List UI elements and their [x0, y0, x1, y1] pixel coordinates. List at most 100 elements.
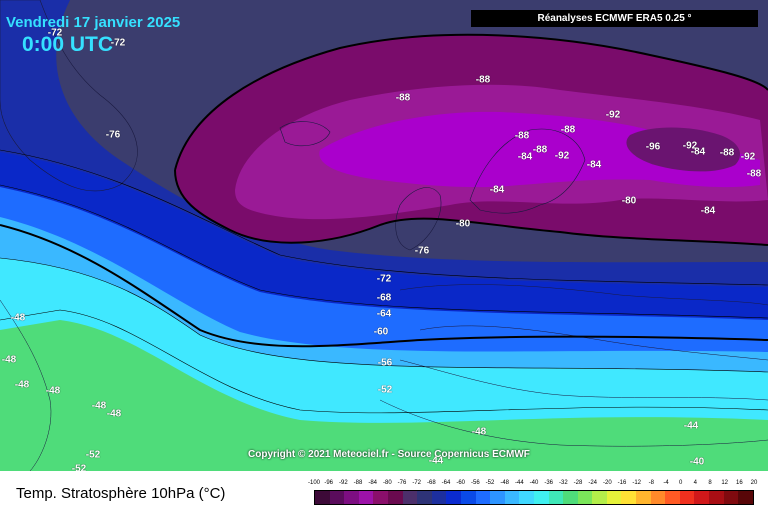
- contour-72: [0, 149, 768, 286]
- scale-tick-label: -52: [485, 480, 495, 486]
- contour-label: -52: [377, 384, 393, 396]
- temperature-map: Vendredi 17 janvier 2025 0:00 UTC Réanal…: [0, 0, 768, 471]
- scale-swatch: [490, 491, 505, 504]
- scale-tick-label: -20: [602, 480, 612, 486]
- scale-tick-label: 12: [721, 480, 728, 486]
- contour-label: -48: [10, 312, 26, 324]
- scale-tick-label: -16: [617, 480, 627, 486]
- contour-label: -72: [376, 273, 392, 285]
- contour-label: -40: [689, 456, 705, 468]
- map-canvas: [0, 0, 768, 471]
- contour-label: -88: [514, 130, 530, 142]
- scale-swatch: [548, 491, 564, 504]
- contour-label: -84: [586, 159, 602, 171]
- contour-label: -88: [532, 144, 548, 156]
- contour-label: -84: [489, 184, 505, 196]
- contour-56: [0, 257, 768, 373]
- contour-label: -92: [605, 109, 621, 121]
- scale-tick-label: -32: [558, 480, 568, 486]
- color-scale-labels: -100 -96 -92 -88 -84 -80 -76 -72 -68 -64 -60 -56 -52…: [308, 480, 757, 488]
- contour-label: -48: [471, 426, 487, 438]
- color-scale-bar: [314, 490, 754, 505]
- band-light-blue: [0, 215, 768, 372]
- contour-label: -76: [105, 129, 121, 141]
- contour-label: -60: [373, 326, 389, 338]
- scale-tick-label: -64: [441, 480, 451, 486]
- contour-label: -48: [45, 385, 61, 397]
- contour-label: -48: [1, 354, 17, 366]
- contour-label: -72: [47, 27, 63, 39]
- scale-swatch: [592, 491, 607, 504]
- contour-label: -88: [395, 92, 411, 104]
- scale-tick-label: -84: [368, 480, 377, 486]
- scale-swatch: [358, 491, 374, 504]
- scale-tick-label: -100: [307, 480, 321, 486]
- contour-label: -92: [682, 140, 698, 152]
- scale-tick-label: -88: [353, 480, 363, 486]
- scale-swatch: [606, 491, 622, 504]
- contour-label: -92: [554, 150, 570, 162]
- contour-label: -52: [85, 449, 101, 461]
- scale-tick-label: -44: [514, 480, 524, 486]
- europe-outlines: [379, 284, 768, 447]
- scale-swatch: [577, 491, 593, 504]
- contour-label: -80: [455, 218, 471, 230]
- scale-swatch: [621, 491, 637, 504]
- contour-label: -44: [683, 420, 699, 432]
- scale-tick-label: -4: [663, 480, 669, 486]
- scale-swatch: [533, 491, 549, 504]
- contour-label: -52: [71, 463, 87, 472]
- scale-tick-label: 0: [678, 480, 683, 486]
- scale-swatch: [373, 491, 388, 504]
- scale-swatch: [679, 491, 695, 504]
- contour-bold-vortex-south: [174, 169, 768, 246]
- scale-swatch: [504, 491, 520, 504]
- scale-swatch: [636, 491, 651, 504]
- scale-swatch: [563, 491, 578, 504]
- scale-tick-label: -92: [338, 480, 348, 486]
- scale-tick-label: 4: [693, 480, 697, 486]
- scale-swatch: [475, 491, 491, 504]
- scale-swatch: [665, 491, 680, 504]
- contour-label: -84: [700, 205, 716, 217]
- valid-time: 0:00 UTC: [22, 33, 114, 56]
- scale-tick-label: -56: [470, 480, 480, 486]
- contour-label: -76: [414, 245, 430, 257]
- scale-swatch: [315, 491, 330, 504]
- scale-swatch: [446, 491, 461, 504]
- scale-tick-label: -28: [573, 480, 583, 486]
- copyright-notice: Copyright © 2021 Meteociel.fr - Source C…: [248, 449, 530, 460]
- legend-footer: Temp. Stratosphère 10hPa (°C) -100 -96 -92…: [0, 471, 768, 512]
- legend-title: Temp. Stratosphère 10hPa (°C): [16, 485, 226, 502]
- scale-swatch: [431, 491, 447, 504]
- britain-outline: [395, 187, 442, 251]
- contour-64: [0, 184, 768, 319]
- contour-bold-60: [0, 224, 768, 348]
- contour-label: -84: [690, 146, 706, 158]
- contour-label: -96: [645, 141, 661, 153]
- band-cyan-2: [0, 260, 768, 413]
- scale-swatch: [738, 491, 753, 504]
- contour-label: -44: [428, 455, 444, 467]
- vortex-minimum: [626, 127, 740, 172]
- scale-swatch: [650, 491, 666, 504]
- scale-tick-label: -68: [426, 480, 436, 486]
- scale-tick-label: -36: [544, 480, 553, 486]
- north-america-outline: [0, 299, 52, 471]
- scale-swatch: [344, 491, 359, 504]
- band-mid-blue: [0, 185, 768, 352]
- scale-tick-label: -72: [412, 480, 421, 486]
- scale-tick-label: -96: [324, 480, 333, 486]
- scale-tick-label: -48: [500, 480, 509, 486]
- contour-label: -84: [517, 151, 533, 163]
- contour-bold-vortex: [174, 33, 768, 171]
- scandinavia-outline: [469, 128, 586, 214]
- contour-label: -72: [110, 37, 126, 49]
- scale-tick-label: -60: [456, 480, 465, 486]
- contour-label: -56: [377, 357, 393, 369]
- contour-label: -48: [14, 379, 30, 391]
- source-banner: Réanalyses ECMWF ERA5 0.25 °: [471, 10, 758, 27]
- scale-tick-label: -40: [529, 480, 539, 486]
- scale-tick-label: 16: [735, 480, 743, 486]
- contour-label: -88: [746, 168, 762, 180]
